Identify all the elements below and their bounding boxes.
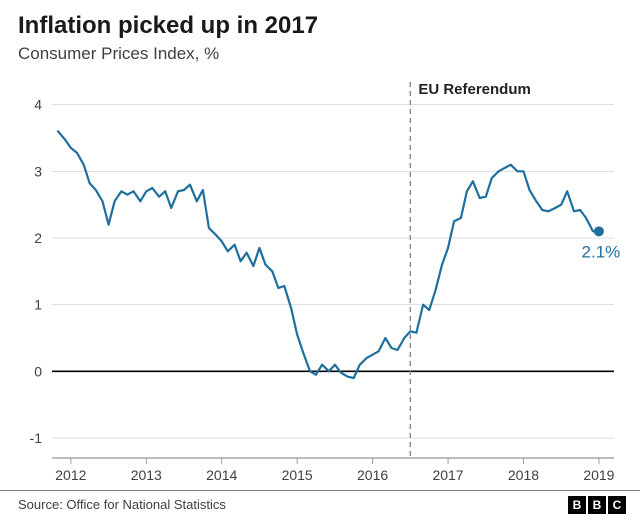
source-text: Source: Office for National Statistics bbox=[18, 497, 226, 512]
svg-text:2019: 2019 bbox=[583, 467, 614, 483]
svg-text:EU Referendum: EU Referendum bbox=[418, 81, 531, 98]
line-chart: EU Referendum -1 0 1 2 3 4 2012 2013 2014 2015 201… bbox=[0, 0, 640, 520]
svg-text:0: 0 bbox=[34, 363, 42, 379]
svg-text:2015: 2015 bbox=[282, 467, 313, 483]
svg-text:2014: 2014 bbox=[206, 467, 237, 483]
bbc-logo-c: C bbox=[608, 496, 626, 514]
svg-text:2017: 2017 bbox=[432, 467, 463, 483]
chart-footer: Source: Office for National Statistics B… bbox=[0, 490, 640, 520]
svg-text:2016: 2016 bbox=[357, 467, 388, 483]
svg-text:2.1%: 2.1% bbox=[582, 242, 621, 261]
svg-text:2013: 2013 bbox=[131, 467, 162, 483]
bbc-logo-b1: B bbox=[568, 496, 586, 514]
svg-text:2012: 2012 bbox=[55, 467, 86, 483]
bbc-logo: B B C bbox=[568, 496, 626, 514]
svg-text:4: 4 bbox=[34, 97, 42, 113]
svg-text:2018: 2018 bbox=[508, 467, 539, 483]
svg-text:2: 2 bbox=[34, 230, 42, 246]
svg-text:-1: -1 bbox=[30, 430, 43, 446]
svg-text:3: 3 bbox=[34, 163, 42, 179]
bbc-logo-b2: B bbox=[588, 496, 606, 514]
svg-text:1: 1 bbox=[34, 297, 42, 313]
